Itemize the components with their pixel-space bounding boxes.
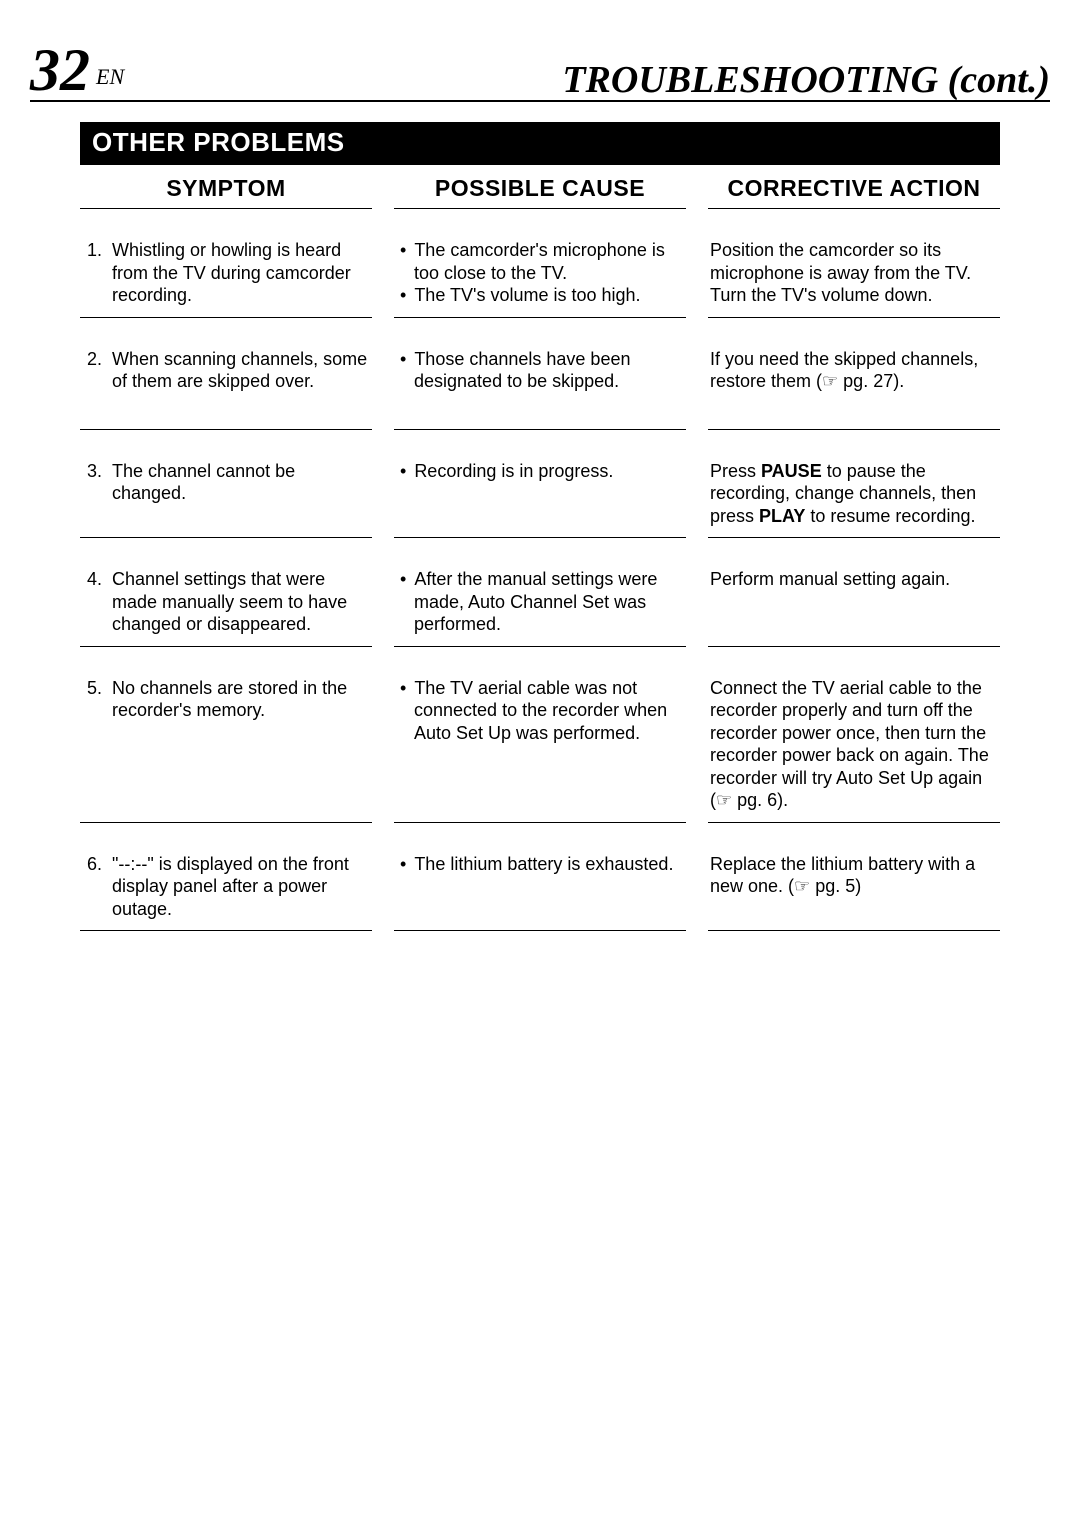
symptom-cell: 1. Whistling or howling is heard from the… — [80, 231, 372, 318]
action-cell: Perform manual setting again. — [708, 560, 1000, 647]
symptom-text: The channel cannot be changed. — [112, 460, 370, 505]
cause-cell: The TV aerial cable was not connected to… — [394, 669, 686, 823]
cause-cell: The lithium battery is exhausted. — [394, 845, 686, 932]
cause-item: The TV aerial cable was not connected to… — [400, 677, 684, 745]
section-title-bar: OTHER PROBLEMS — [80, 122, 1000, 165]
symptom-cell: 5. No channels are stored in the recorder… — [80, 669, 372, 823]
symptom-text: Channel settings that were made manually… — [112, 568, 370, 636]
symptom-number: 2. — [82, 348, 102, 371]
page-title: TROUBLESHOOTING (cont.) — [562, 58, 1050, 102]
action-cell: Replace the lithium battery with a new o… — [708, 845, 1000, 932]
cause-list: The TV aerial cable was not connected to… — [396, 677, 684, 745]
cause-list: After the manual settings were made, Aut… — [396, 568, 684, 636]
action-text: Replace the lithium battery with a new o… — [710, 853, 998, 898]
action-cell: Press PAUSE to pause the recording, chan… — [708, 452, 1000, 539]
content-area: OTHER PROBLEMS SYMPTOM POSSIBLE CAUSE CO… — [30, 122, 1050, 931]
symptom-number: 5. — [82, 677, 102, 700]
column-header-action: CORRECTIVE ACTION — [708, 175, 1000, 209]
cause-list: The lithium battery is exhausted. — [396, 853, 673, 876]
cause-list: Recording is in progress. — [396, 460, 613, 483]
symptom-number: 3. — [82, 460, 102, 483]
cause-list: The camcorder's microphone is too close … — [396, 239, 684, 307]
cause-item: The camcorder's microphone is too close … — [400, 239, 684, 284]
action-cell: Position the camcorder so its microphone… — [708, 231, 1000, 318]
cause-cell: After the manual settings were made, Aut… — [394, 560, 686, 647]
column-header-cause: POSSIBLE CAUSE — [394, 175, 686, 209]
symptom-text: "--:--" is displayed on the front displa… — [112, 853, 370, 921]
action-text: If you need the skipped channels, restor… — [710, 348, 998, 393]
manual-page: 32 EN TROUBLESHOOTING (cont.) OTHER PROB… — [0, 0, 1080, 961]
action-text: Press PAUSE to pause the recording, chan… — [710, 460, 998, 528]
symptom-cell: 2. When scanning channels, some of them a… — [80, 340, 372, 430]
symptom-text: When scanning channels, some of them are… — [112, 348, 370, 393]
cause-item: Those channels have been designated to b… — [400, 348, 684, 393]
symptom-number: 6. — [82, 853, 102, 876]
page-header: 32 EN TROUBLESHOOTING (cont.) — [30, 40, 1050, 102]
symptom-number: 4. — [82, 568, 102, 591]
action-cell: If you need the skipped channels, restor… — [708, 340, 1000, 430]
cause-item: After the manual settings were made, Aut… — [400, 568, 684, 636]
troubleshooting-table: SYMPTOM POSSIBLE CAUSE CORRECTIVE ACTION… — [80, 175, 1000, 931]
action-text: Position the camcorder so its microphone… — [710, 239, 998, 307]
column-header-symptom: SYMPTOM — [80, 175, 372, 209]
symptom-text: Whistling or howling is heard from the T… — [112, 239, 370, 307]
action-text: Perform manual setting again. — [710, 568, 950, 591]
cause-list: Those channels have been designated to b… — [396, 348, 684, 393]
symptom-number: 1. — [82, 239, 102, 262]
action-text: Connect the TV aerial cable to the recor… — [710, 677, 998, 812]
action-cell: Connect the TV aerial cable to the recor… — [708, 669, 1000, 823]
cause-item: The lithium battery is exhausted. — [400, 853, 673, 876]
symptom-cell: 6. "--:--" is displayed on the front disp… — [80, 845, 372, 932]
page-number: 32 — [30, 40, 90, 100]
cause-item: The TV's volume is too high. — [400, 284, 684, 307]
cause-cell: The camcorder's microphone is too close … — [394, 231, 686, 318]
language-code: EN — [96, 64, 124, 90]
symptom-text: No channels are stored in the recorder's… — [112, 677, 370, 722]
symptom-cell: 3. The channel cannot be changed. — [80, 452, 372, 539]
cause-cell: Recording is in progress. — [394, 452, 686, 539]
cause-cell: Those channels have been designated to b… — [394, 340, 686, 430]
cause-item: Recording is in progress. — [400, 460, 613, 483]
symptom-cell: 4. Channel settings that were made manual… — [80, 560, 372, 647]
